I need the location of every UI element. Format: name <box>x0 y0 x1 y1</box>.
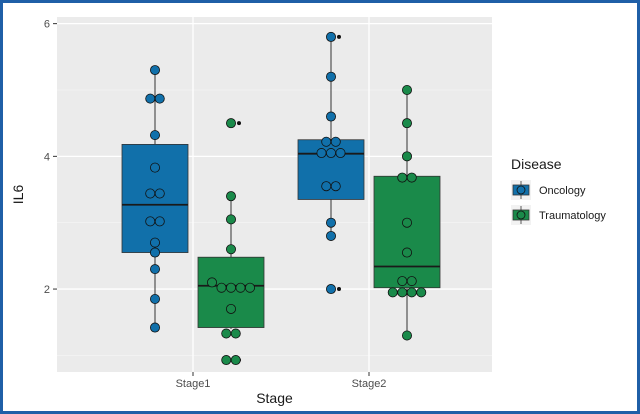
dot-traumatology <box>401 217 412 228</box>
box-traumatology-stage2 <box>373 89 441 336</box>
dot-traumatology <box>406 172 417 183</box>
dot-traumatology <box>387 287 398 298</box>
y-tick-label: 2 <box>44 284 50 296</box>
dot-traumatology <box>416 287 427 298</box>
dot-traumatology <box>401 118 412 129</box>
axes: 2 4 6 Stage1 Stage2 <box>44 19 387 390</box>
dot-traumatology <box>225 244 236 255</box>
dot-oncology <box>154 93 165 104</box>
dot-traumatology <box>225 303 236 314</box>
dot-oncology <box>145 216 156 227</box>
dot-traumatology <box>221 355 232 366</box>
dot-oncology <box>325 148 336 159</box>
dot-oncology <box>316 148 327 159</box>
dot-traumatology <box>401 247 412 258</box>
dot-oncology <box>330 136 341 147</box>
box-oncology-stage1 <box>121 70 189 329</box>
y-axis-title: IL6 <box>10 185 26 205</box>
outlier-point <box>237 121 241 126</box>
dot-oncology <box>325 284 336 295</box>
legend: Disease Oncology Traumatology <box>511 156 606 225</box>
x-axis-title: Stage <box>256 390 293 406</box>
dot-oncology <box>325 230 336 241</box>
dot-traumatology <box>221 328 232 339</box>
dot-oncology <box>149 162 160 173</box>
outlier-point <box>337 34 341 39</box>
box-plot-chart: 2 4 6 Stage1 Stage2 IL6 Stage Disease Oncolo… <box>10 17 606 406</box>
dot-oncology <box>325 31 336 42</box>
dot-traumatology <box>225 191 236 202</box>
box-body <box>121 144 189 253</box>
grid-lines <box>57 17 492 372</box>
dot-traumatology <box>406 287 417 298</box>
y-tick-label: 4 <box>44 151 50 163</box>
legend-key-oncology: Oncology <box>511 180 586 200</box>
dot-traumatology <box>244 282 255 293</box>
dot-oncology <box>321 181 332 192</box>
dot-traumatology <box>235 282 246 293</box>
x-tick-label: Stage2 <box>352 378 387 390</box>
dot-traumatology <box>206 277 217 288</box>
boxes <box>121 34 441 363</box>
dot-traumatology <box>397 172 408 183</box>
box-body <box>373 175 441 289</box>
dot-oncology <box>145 188 156 199</box>
dot-traumatology <box>225 118 236 129</box>
legend-label: Oncology <box>539 185 586 197</box>
dot-traumatology <box>406 276 417 287</box>
legend-dot <box>516 185 526 195</box>
dot-oncology <box>149 322 160 333</box>
dot-traumatology <box>397 287 408 298</box>
dot-oncology <box>149 264 160 275</box>
dot-oncology <box>154 188 165 199</box>
dot-traumatology <box>401 151 412 162</box>
dot-oncology <box>145 93 156 104</box>
dot-oncology <box>149 294 160 305</box>
dot-oncology <box>335 148 346 159</box>
legend-title: Disease <box>511 156 562 172</box>
dot-traumatology <box>225 214 236 225</box>
dot-oncology <box>325 71 336 82</box>
legend-label: Traumatology <box>539 210 606 222</box>
dot-oncology <box>149 247 160 258</box>
legend-key-traumatology: Traumatology <box>511 205 606 225</box>
dot-oncology <box>325 217 336 228</box>
dot-oncology <box>154 216 165 227</box>
outlier-point <box>337 287 341 292</box>
x-tick-label: Stage1 <box>176 378 211 390</box>
dot-oncology <box>325 111 336 122</box>
y-tick-label: 6 <box>44 19 50 31</box>
dot-oncology <box>330 181 341 192</box>
dot-traumatology <box>401 84 412 95</box>
dot-oncology <box>149 237 160 248</box>
legend-dot <box>516 210 526 220</box>
dot-traumatology <box>401 330 412 341</box>
dot-traumatology <box>230 355 241 366</box>
data-points <box>145 31 427 366</box>
dot-traumatology <box>230 328 241 339</box>
dot-traumatology <box>397 276 408 287</box>
dot-oncology <box>149 130 160 141</box>
dot-traumatology <box>225 282 236 293</box>
dot-oncology <box>149 65 160 76</box>
dot-traumatology <box>216 282 227 293</box>
dot-oncology <box>321 136 332 147</box>
